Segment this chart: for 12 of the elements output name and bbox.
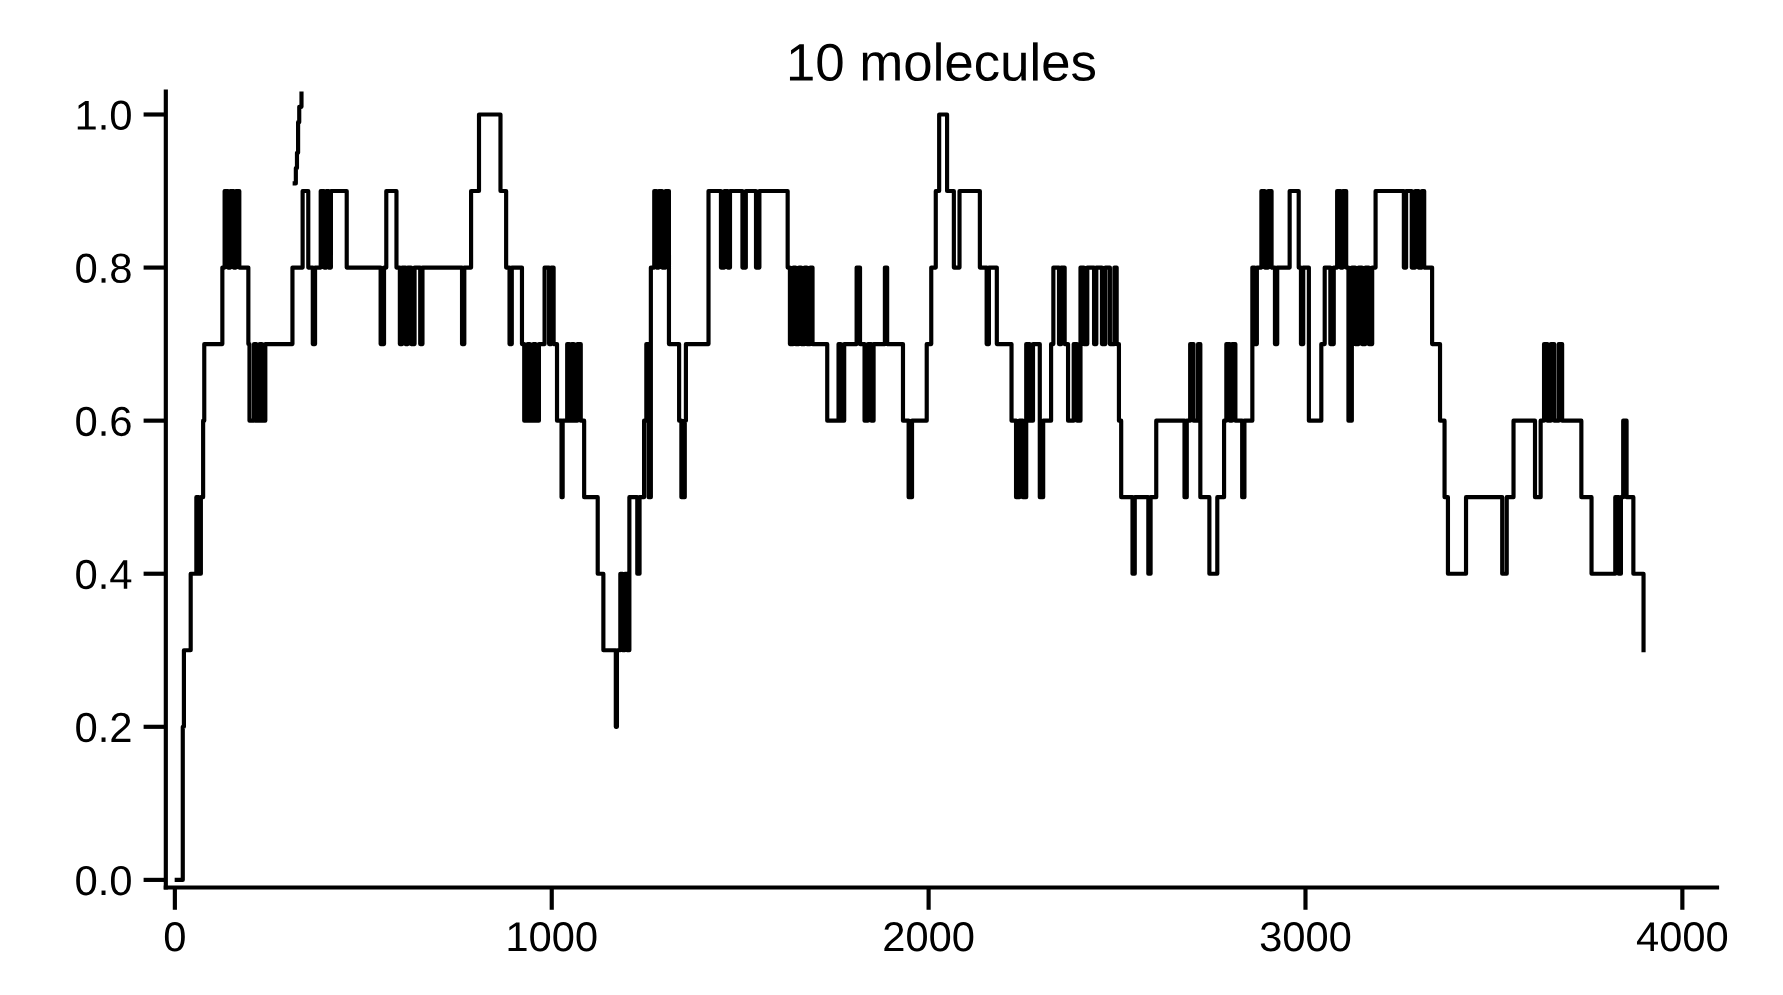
- y-tick-label: 0.2: [76, 712, 131, 743]
- x-tick-label: 0: [164, 921, 185, 952]
- y-tick-label: 0.0: [76, 865, 131, 896]
- y-tick-label: 0.8: [76, 253, 131, 284]
- chart-title: 10 molecules: [789, 42, 1096, 82]
- y-tick-label: 0.4: [76, 559, 132, 590]
- y-tick-label: 0.6: [76, 406, 131, 437]
- x-tick-label: 1000: [508, 921, 597, 952]
- x-tick-label: 2000: [884, 921, 974, 952]
- x-tick-label: 3000: [1260, 921, 1351, 952]
- y-tick-label: 1.0: [77, 100, 131, 131]
- x-tick-label: 4000: [1636, 921, 1728, 952]
